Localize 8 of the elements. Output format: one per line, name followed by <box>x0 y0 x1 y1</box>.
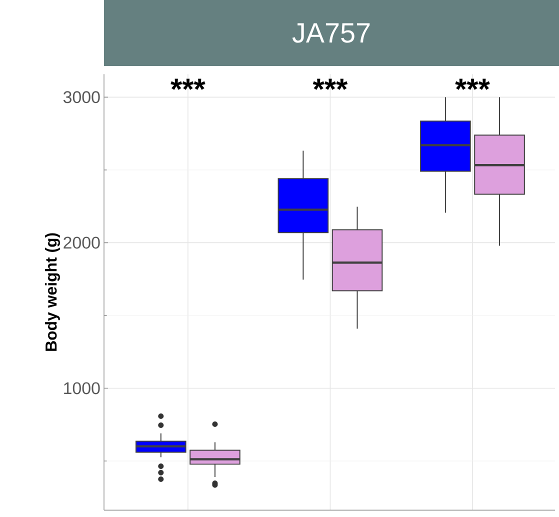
y-axis-title: Body weight (g) <box>45 233 60 351</box>
annotation: *** <box>455 78 490 90</box>
y-tick-label: 1000 <box>64 382 100 394</box>
annotation: *** <box>170 78 206 90</box>
y-tick-label: 3000 <box>63 91 100 104</box>
y-tick-label: 2000 <box>64 236 100 249</box>
chart-title: JA757 <box>292 23 370 43</box>
annotation: *** <box>312 78 348 90</box>
